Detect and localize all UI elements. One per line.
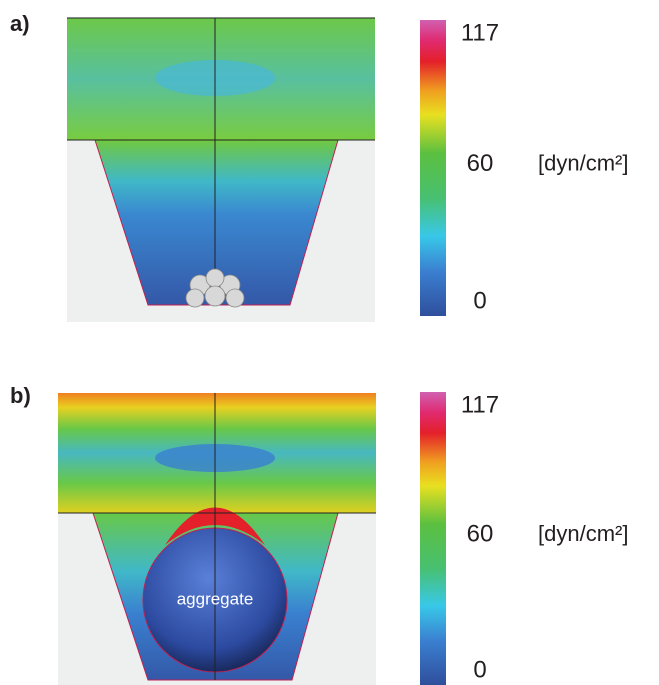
unit-label: [dyn/cm²] [538,150,628,175]
simulation-b: aggregate [58,393,376,685]
panel-label: b) [10,383,31,408]
figure: aggregate a) 0 60 117 [dyn/cm²] b) 0 60 117 [dyn/… [0,0,659,685]
unit-label: [dyn/cm²] [538,521,628,546]
annotation: aggregate [177,589,254,608]
colorbar-tick-label: 117 [461,19,499,46]
colorbar-tick-label: 60 [467,150,494,177]
panel-label: a) [10,11,30,36]
colorbar-tick-label: 117 [461,391,499,418]
simulation-a [67,17,375,322]
colorbar-tick-label: 0 [473,287,486,314]
colorbar-tick-label: 60 [467,520,494,547]
colorbar-tick-label: 0 [473,656,486,683]
colorbar [420,392,446,685]
colorbar [420,20,446,316]
